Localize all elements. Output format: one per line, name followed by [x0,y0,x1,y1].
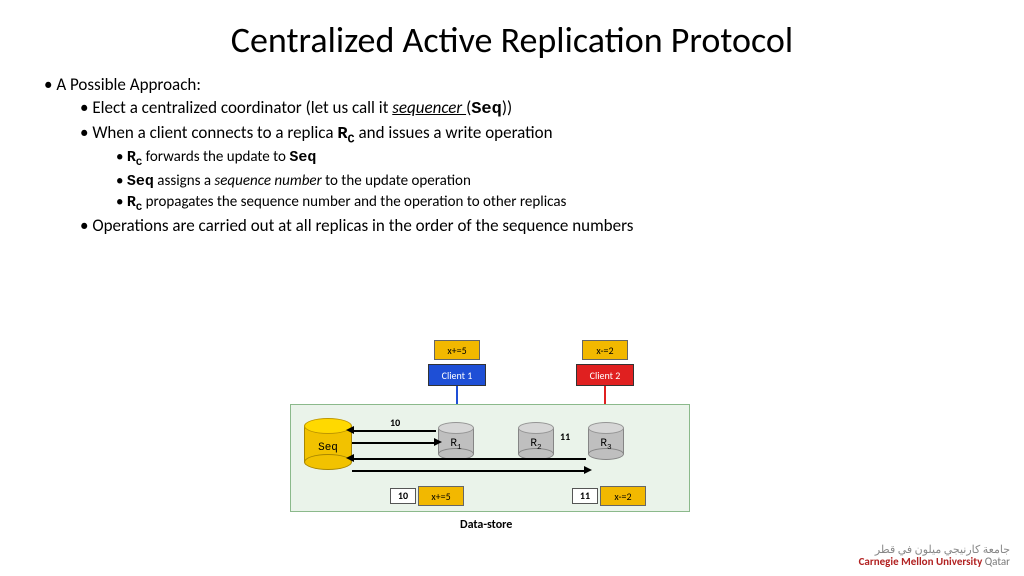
line-seq-r3b [352,470,586,472]
head-seq-r1a [346,426,354,434]
client1-box: Client 1 [428,364,486,386]
line-seq-r3a [352,458,586,460]
slide-content: A Possible Approach: Elect a centralized… [0,62,1024,238]
num10: 10 [390,416,400,429]
head-seq-r3b [584,466,592,474]
line-seq-r1b [352,442,436,444]
head-seq-r3a [346,454,354,462]
text: assigns a [154,172,215,190]
university-logo: جامعة كارنيجي ميلون في قطر Carnegie Mell… [859,544,1010,568]
text: and issues a write operation [355,122,553,143]
text: sequence number [214,172,321,190]
text: propagates the sequence number and the o… [142,193,566,211]
text: R [127,194,136,211]
r3-cylinder: R3 [588,422,624,460]
bullet-l2c: Operations are carried out at all replic… [80,215,984,238]
text: Seq [289,149,316,166]
text: R [127,149,136,166]
seqnum-11: 11 [572,488,598,504]
op1b-box: x+=5 [418,486,464,506]
text: Seq [127,173,154,190]
op2-box: x-=2 [582,340,628,360]
data-store-label: Data-store [460,518,512,532]
bullet-l3c: RC propagates the sequence number and th… [116,192,984,215]
op2b-box: x-=2 [600,486,646,506]
head-seq-r1b [434,438,442,446]
bullet-l2a: Elect a centralized coordinator (let us … [80,97,984,122]
text: sequencer [392,97,466,118]
bullet-l3b: Seq assigns a sequence number to the upd… [116,171,984,192]
diagram: x+=5 x-=2 Client 1 Client 2 Seq R1 R2 R3… [290,340,730,550]
text: forwards the update to [142,148,289,166]
bullet-l1: A Possible Approach: [44,74,984,97]
text: C [348,132,355,146]
num11: 11 [560,430,570,443]
r1-cylinder: R1 [438,422,474,460]
text: R [337,125,347,144]
seq-cylinder: Seq [304,418,352,470]
line-seq-r1a [352,430,436,432]
text: to the update operation [322,172,471,190]
text: When a client connects to a replica [92,122,337,143]
bullet-l2b: When a client connects to a replica RC a… [80,122,984,147]
logo-english: Carnegie Mellon University Qatar [859,556,1010,568]
r2-cylinder: R2 [518,422,554,460]
text: Seq [471,100,502,119]
op1-box: x+=5 [434,340,480,360]
client2-box: Client 2 [576,364,634,386]
text: Elect a centralized coordinator (let us … [92,97,392,118]
bullet-l3a: RC forwards the update to Seq [116,147,984,170]
text: )) [502,97,512,118]
slide-title: Centralized Active Replication Protocol [0,0,1024,62]
seqnum-10: 10 [390,488,416,504]
